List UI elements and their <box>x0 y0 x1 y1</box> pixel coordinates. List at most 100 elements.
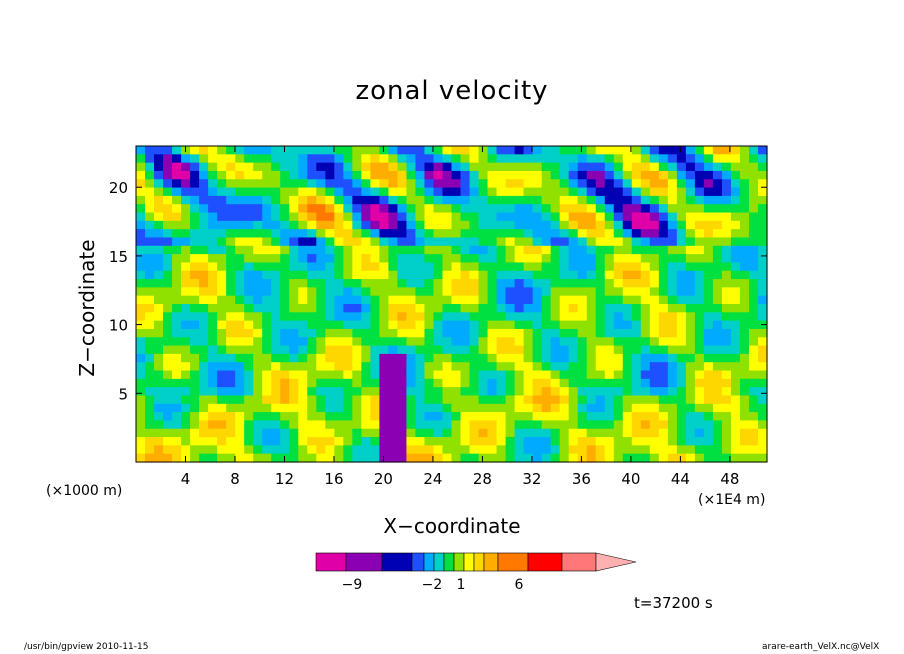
field-cell <box>289 345 299 355</box>
field-cell <box>694 162 705 172</box>
field-cell <box>631 179 642 189</box>
field-cell <box>415 453 426 463</box>
field-cell <box>415 162 426 172</box>
field-cell <box>667 345 678 355</box>
field-cell <box>487 237 498 247</box>
field-cell <box>262 146 272 155</box>
field-cell <box>244 245 254 255</box>
field-cell <box>199 428 209 438</box>
field-cell <box>730 304 741 313</box>
field-cell <box>208 270 218 280</box>
field-cell <box>730 162 741 172</box>
field-cell <box>676 328 687 338</box>
field-cell <box>487 378 498 388</box>
field-cell <box>334 453 344 463</box>
field-cell <box>559 453 570 463</box>
field-cell <box>550 437 561 446</box>
field-cell <box>379 378 389 388</box>
field-cell <box>478 353 489 363</box>
field-cell <box>577 146 588 155</box>
field-cell <box>478 187 489 197</box>
field-cell <box>730 362 741 372</box>
field-cell <box>631 245 642 255</box>
field-cell <box>631 154 642 164</box>
field-cell <box>199 187 209 197</box>
field-cell <box>469 237 480 247</box>
field-cell <box>667 445 678 455</box>
field-cell <box>334 187 344 197</box>
field-cell <box>307 254 317 264</box>
field-cell <box>595 387 606 397</box>
field-cell <box>388 378 399 388</box>
field-cell <box>613 412 624 422</box>
field-cell <box>370 453 380 463</box>
field-cell <box>613 312 624 322</box>
field-cell <box>523 154 534 164</box>
field-cell <box>730 395 741 405</box>
field-cell <box>685 287 696 297</box>
field-cell <box>730 353 741 363</box>
field-cell <box>685 312 696 322</box>
field-cell <box>136 195 146 205</box>
field-cell <box>154 345 164 355</box>
field-cell <box>244 237 254 247</box>
field-cell <box>424 428 435 438</box>
field-cell <box>136 295 146 305</box>
field-cell <box>154 304 164 313</box>
field-cell <box>487 428 498 438</box>
field-cell <box>685 378 696 388</box>
field-cell <box>577 412 588 422</box>
field-cell <box>694 146 705 155</box>
field-cell <box>217 229 227 239</box>
field-cell <box>199 420 209 430</box>
field-cell <box>415 412 426 422</box>
field-cell <box>685 170 696 180</box>
field-cell <box>406 245 417 255</box>
field-cell <box>649 378 660 388</box>
field-cell <box>595 420 606 430</box>
field-cell <box>703 312 714 322</box>
field-cell <box>532 154 543 164</box>
colorbar: −9 −2 1 6 <box>315 552 637 593</box>
field-cell <box>262 212 272 222</box>
field-cell <box>667 170 678 180</box>
field-cell <box>217 370 227 380</box>
field-cell <box>622 328 633 338</box>
field-cell <box>496 387 507 397</box>
field-cell <box>298 254 308 264</box>
field-cell <box>136 370 146 380</box>
field-cell <box>298 395 308 405</box>
field-cell <box>703 237 714 247</box>
field-cell <box>586 279 597 288</box>
field-cell <box>370 154 380 164</box>
field-cell <box>523 179 534 189</box>
field-cell <box>739 229 750 239</box>
field-cell <box>667 328 678 338</box>
field-cell <box>253 237 263 247</box>
field-cell <box>631 229 642 239</box>
field-cell <box>145 146 155 155</box>
field-cell <box>586 254 597 264</box>
field-cell <box>181 445 191 455</box>
field-cell <box>343 287 353 297</box>
field-cell <box>307 279 317 288</box>
field-cell <box>253 154 263 164</box>
field-cell <box>496 453 507 463</box>
field-cell <box>721 262 732 272</box>
field-cell <box>613 270 624 280</box>
field-cell <box>433 395 444 405</box>
field-cell <box>586 204 597 214</box>
field-cell <box>154 154 164 164</box>
field-cell <box>757 428 768 438</box>
field-cell <box>604 270 615 280</box>
field-cell <box>667 395 678 405</box>
field-cell <box>586 170 597 180</box>
field-cell <box>136 428 146 438</box>
field-cell <box>478 254 489 264</box>
field-cell <box>595 395 606 405</box>
field-cell <box>388 170 399 180</box>
field-cell <box>568 212 579 222</box>
field-cell <box>397 362 408 372</box>
field-cell <box>505 437 516 446</box>
field-cell <box>667 229 678 239</box>
